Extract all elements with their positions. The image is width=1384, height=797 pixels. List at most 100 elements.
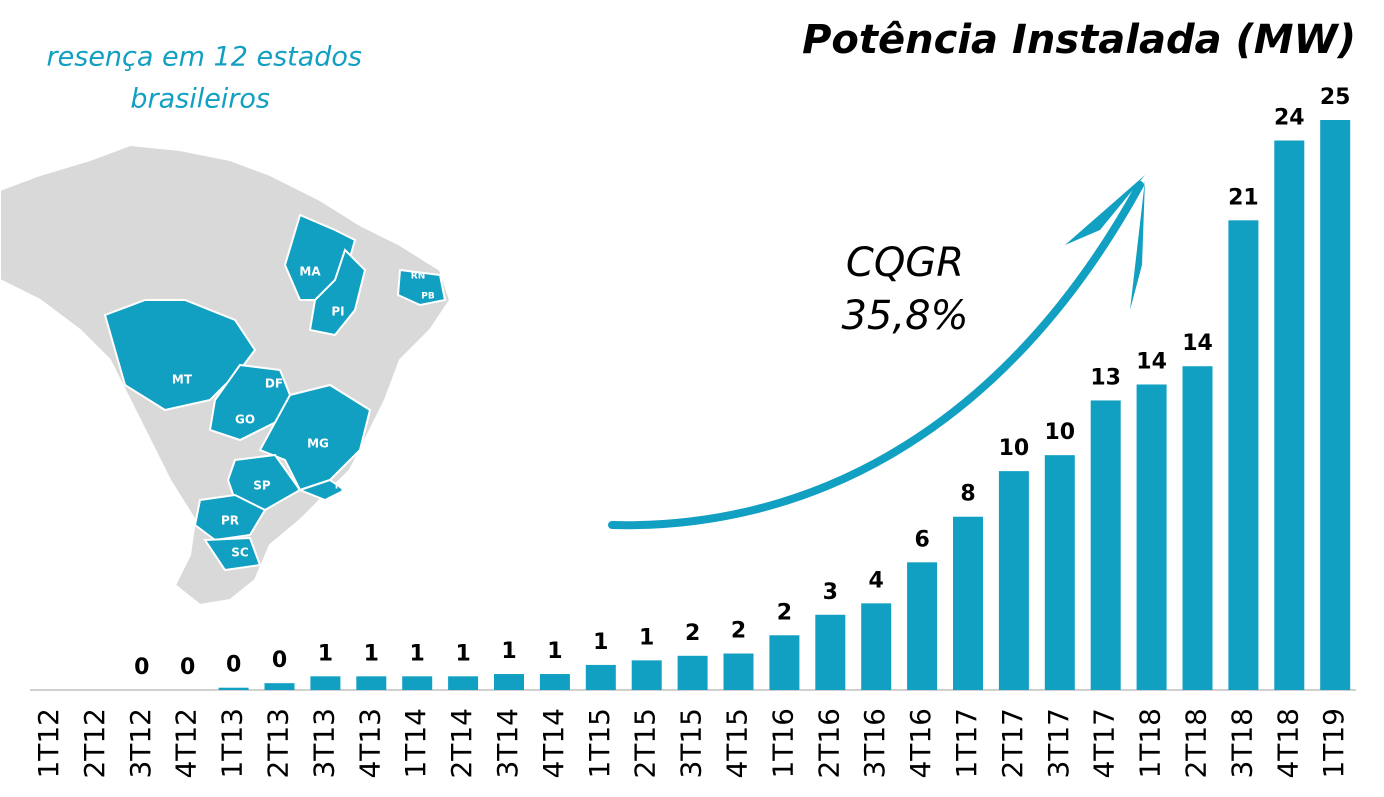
growth-arrow bbox=[608, 181, 1144, 530]
subtitle: resença em 12 estados bbox=[47, 42, 362, 73]
bar bbox=[631, 660, 662, 690]
annotation: 35,8% bbox=[841, 293, 968, 339]
chart-title: Potência Instalada (MW) bbox=[802, 17, 1356, 63]
data-label: 1 bbox=[364, 641, 379, 666]
bar bbox=[539, 674, 570, 690]
x-tick-label: 3T15 bbox=[675, 708, 708, 779]
x-tick-label: 2T12 bbox=[78, 708, 111, 779]
map: MA PI RN PB MT DF GO MG SP RJ PR SC bbox=[0, 143, 452, 607]
subtitle: brasileiros bbox=[130, 84, 270, 115]
data-label: 21 bbox=[1228, 185, 1259, 210]
data-label: 10 bbox=[999, 436, 1030, 461]
x-tick-label: 4T13 bbox=[353, 708, 386, 779]
data-label: 1 bbox=[593, 630, 608, 655]
state-area bbox=[193, 493, 267, 542]
data-label: 8 bbox=[960, 482, 975, 507]
data-label: 10 bbox=[1044, 420, 1075, 445]
state-label: MT bbox=[172, 373, 193, 387]
state-label: DF bbox=[265, 377, 283, 391]
data-label: 0 bbox=[272, 648, 287, 673]
bar bbox=[585, 664, 616, 690]
state-label: MA bbox=[299, 265, 321, 279]
x-tick-label: 4T12 bbox=[170, 708, 203, 779]
state-label: MG bbox=[307, 437, 329, 451]
x-tick-label: 2T13 bbox=[262, 708, 295, 779]
bar bbox=[1136, 384, 1167, 690]
state-label: PB bbox=[421, 292, 435, 302]
bar bbox=[815, 614, 846, 690]
state-label: SP bbox=[253, 479, 271, 493]
x-tick-label: 2T17 bbox=[996, 708, 1029, 779]
state-label: GO bbox=[235, 413, 255, 427]
x-tick-label: 4T14 bbox=[537, 708, 570, 779]
state-label: PR bbox=[221, 514, 239, 528]
data-label: 1 bbox=[455, 641, 470, 666]
data-label: 0 bbox=[134, 655, 149, 680]
x-tick-label: 3T12 bbox=[124, 708, 157, 779]
bar bbox=[723, 653, 754, 690]
bar bbox=[402, 676, 433, 690]
bar bbox=[448, 676, 479, 690]
x-tick-label: 3T16 bbox=[858, 708, 891, 779]
bar bbox=[218, 687, 249, 690]
data-label: 14 bbox=[1136, 349, 1167, 374]
data-label: 24 bbox=[1274, 106, 1305, 131]
bar bbox=[1044, 455, 1075, 690]
data-label: 0 bbox=[226, 653, 241, 678]
x-tick-label: 3T18 bbox=[1225, 708, 1258, 779]
x-tick-label: 4T16 bbox=[904, 708, 937, 779]
x-tick-label: 2T15 bbox=[629, 708, 662, 779]
x-tick-label: 1T14 bbox=[399, 708, 432, 779]
data-label: 1 bbox=[547, 639, 562, 664]
bar bbox=[310, 676, 341, 690]
bar bbox=[769, 635, 800, 690]
data-label: 1 bbox=[318, 641, 333, 666]
state-area bbox=[203, 536, 262, 572]
bar bbox=[1228, 220, 1259, 690]
bar bbox=[1182, 366, 1213, 690]
data-label: 2 bbox=[731, 619, 746, 644]
x-tick-label: 1T18 bbox=[1134, 708, 1167, 779]
annotation: CQGR bbox=[846, 240, 964, 286]
state-area bbox=[297, 478, 347, 502]
x-tick-label: 4T17 bbox=[1088, 708, 1121, 779]
data-label: 14 bbox=[1182, 331, 1213, 356]
x-tick-label: 1T19 bbox=[1317, 708, 1350, 779]
x-tick-label: 4T18 bbox=[1271, 708, 1304, 779]
state-area bbox=[103, 299, 257, 412]
bar bbox=[907, 562, 938, 690]
data-label: 13 bbox=[1090, 365, 1121, 390]
state-label: PI bbox=[331, 305, 344, 319]
data-label: 2 bbox=[777, 600, 792, 625]
state-label: RN bbox=[411, 272, 425, 282]
x-tick-label: 3T14 bbox=[491, 708, 524, 779]
bar bbox=[1274, 140, 1305, 690]
bar bbox=[677, 655, 708, 690]
state-label: SC bbox=[231, 546, 249, 560]
data-label: 1 bbox=[639, 625, 654, 650]
x-tick-label: 1T12 bbox=[32, 708, 65, 779]
x-tick-label: 1T16 bbox=[766, 708, 799, 779]
state-label: RJ bbox=[335, 482, 345, 492]
bar bbox=[356, 676, 387, 690]
x-tick-label: 4T15 bbox=[721, 708, 754, 779]
x-tick-label: 1T17 bbox=[950, 708, 983, 779]
x-tick-label: 1T13 bbox=[216, 708, 249, 779]
bar bbox=[861, 603, 892, 690]
state-area bbox=[208, 363, 292, 442]
data-label: 2 bbox=[685, 621, 700, 646]
data-label: 0 bbox=[180, 655, 195, 680]
data-label: 3 bbox=[823, 580, 838, 605]
bar bbox=[264, 683, 295, 690]
x-tick-label: 2T18 bbox=[1180, 708, 1213, 779]
x-tick-label: 1T15 bbox=[583, 708, 616, 779]
bar bbox=[1090, 400, 1121, 690]
bar bbox=[1320, 120, 1351, 690]
data-label: 1 bbox=[501, 639, 516, 664]
x-tick-label: 2T14 bbox=[445, 708, 478, 779]
state-area bbox=[308, 248, 367, 337]
data-label: 1 bbox=[410, 641, 425, 666]
data-label: 4 bbox=[869, 568, 884, 593]
bar bbox=[494, 674, 524, 690]
